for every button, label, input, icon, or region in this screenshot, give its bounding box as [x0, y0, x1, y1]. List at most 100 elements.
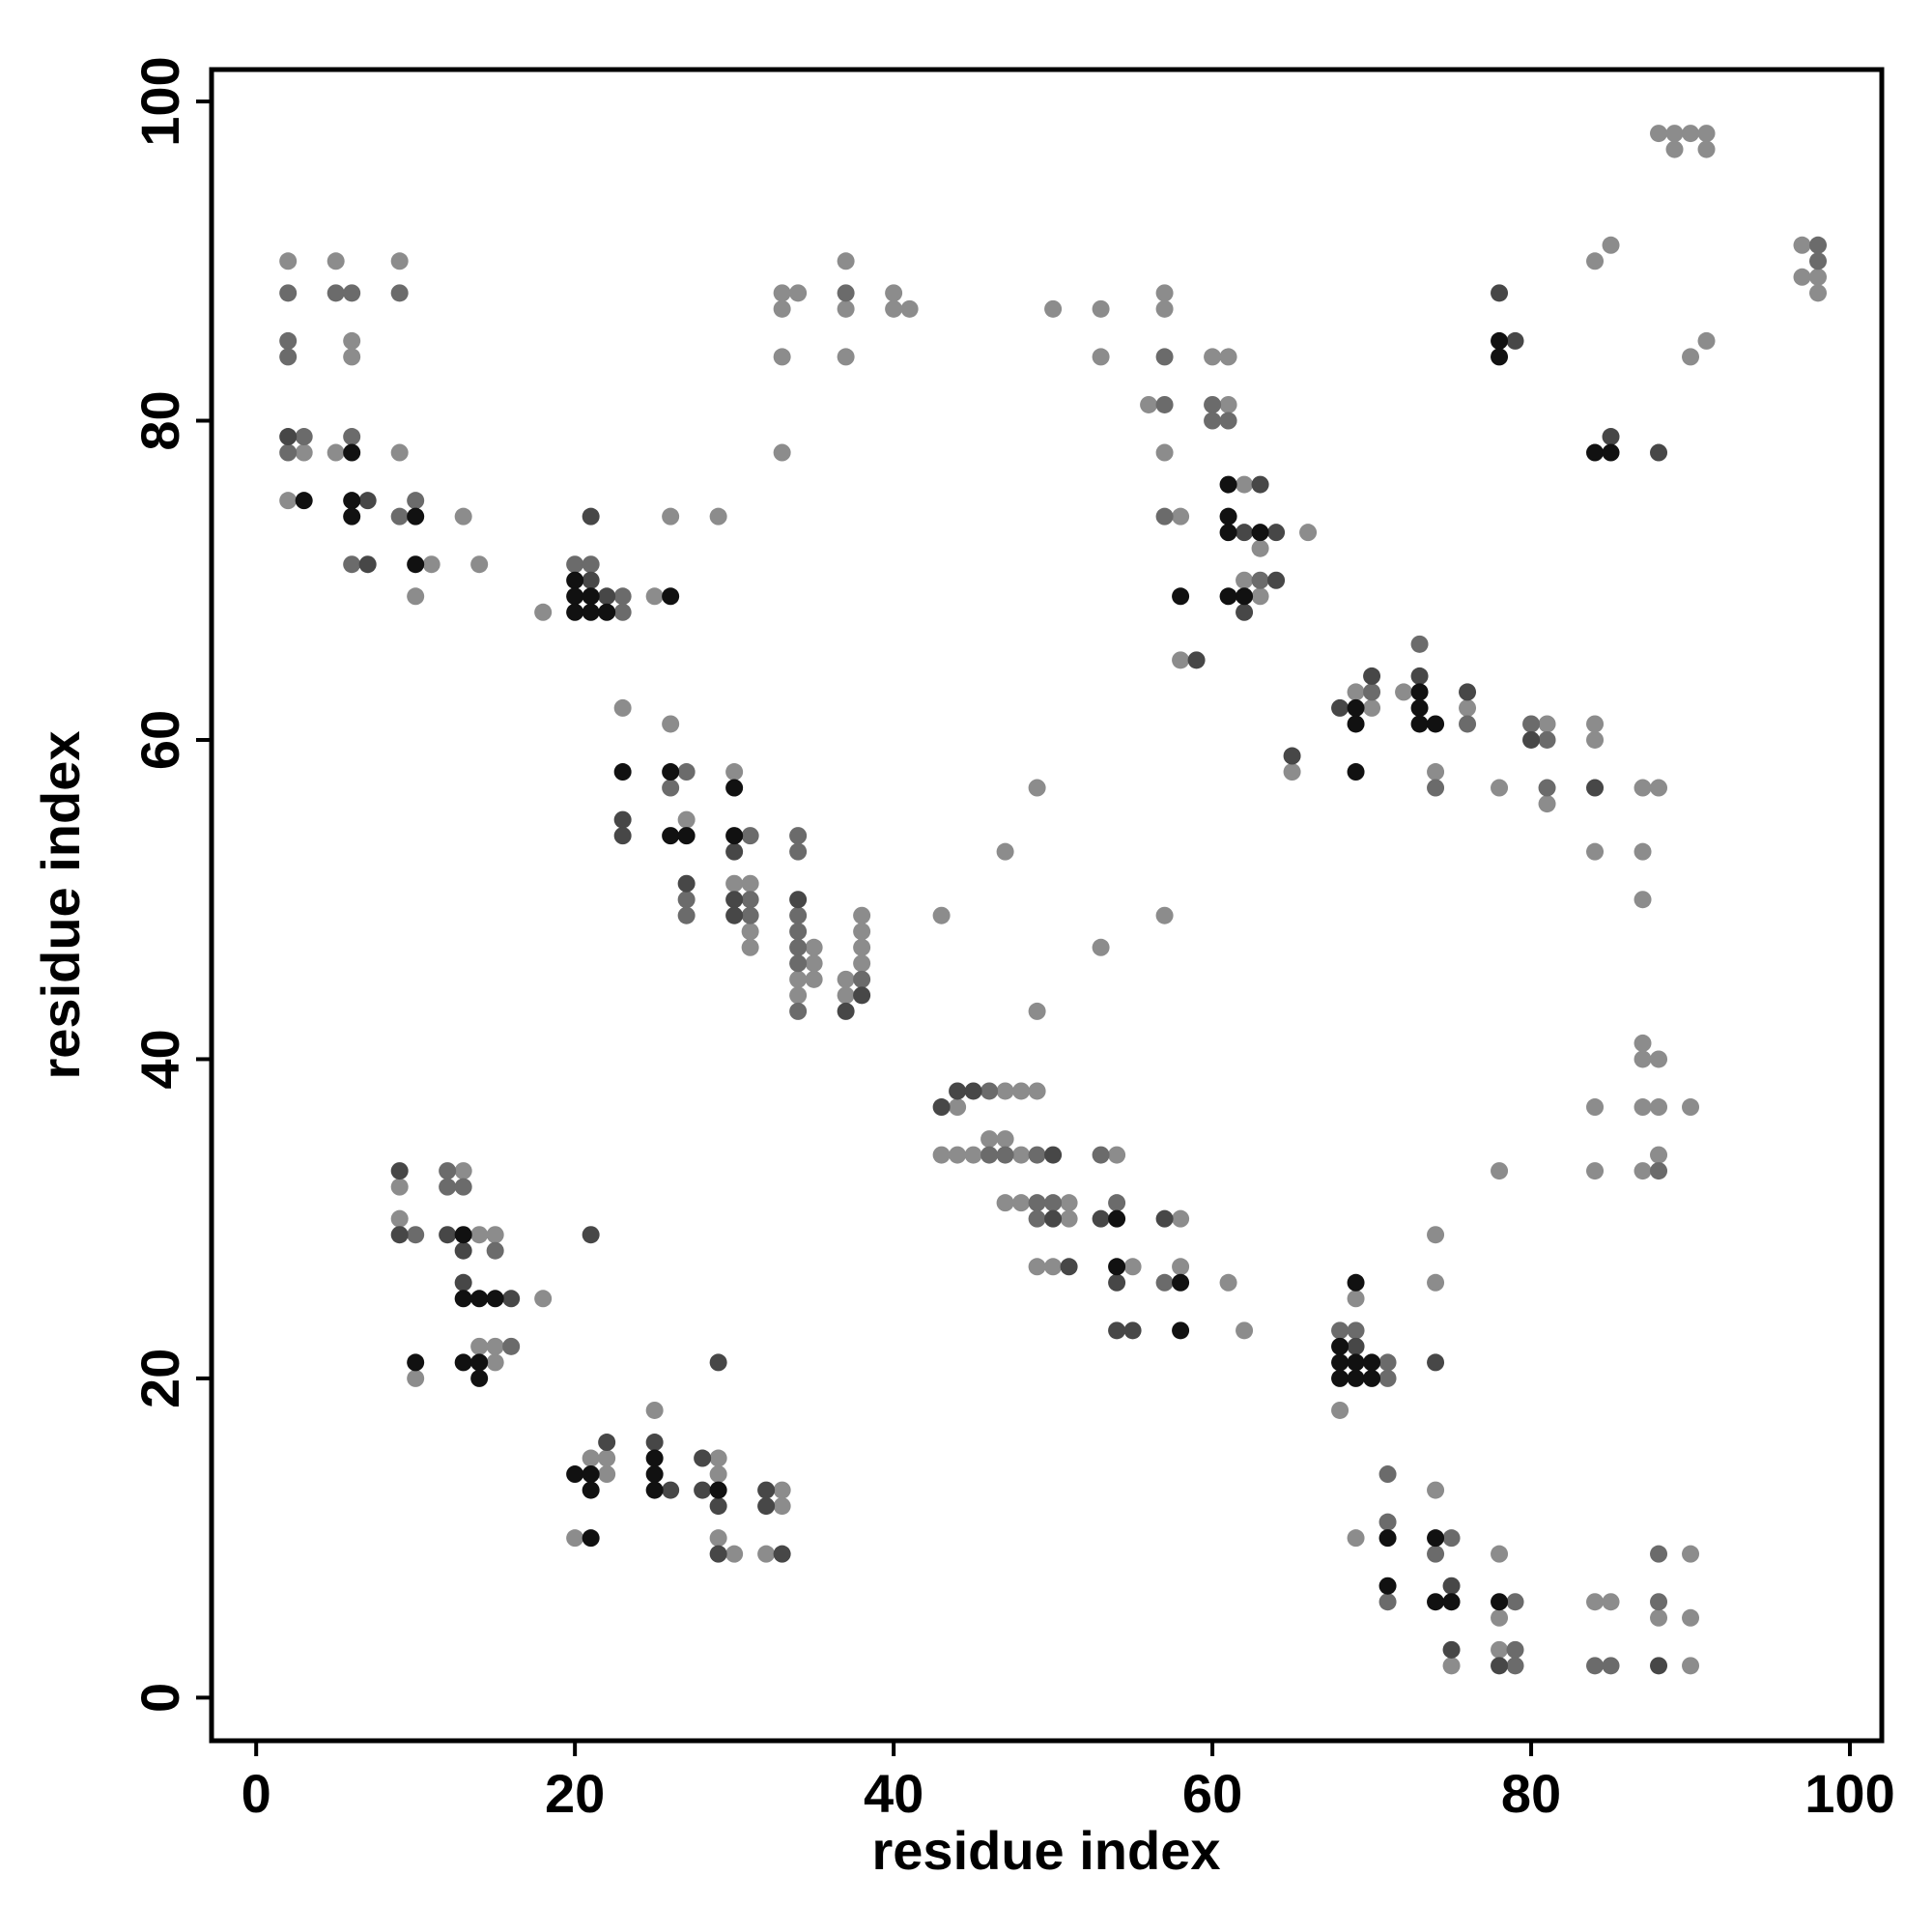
point: [1108, 1209, 1126, 1228]
point: [1347, 1369, 1365, 1387]
point: [1155, 906, 1174, 924]
point: [1427, 1593, 1445, 1611]
point: [741, 938, 759, 956]
point: [439, 1226, 457, 1244]
point: [1506, 331, 1524, 350]
point: [295, 428, 313, 446]
point: [598, 587, 616, 606]
point: [1028, 1002, 1046, 1020]
point: [645, 1401, 664, 1419]
point: [1108, 1146, 1126, 1164]
point: [390, 1162, 409, 1180]
point: [343, 331, 361, 350]
point: [613, 587, 632, 606]
y-tick-label: 100: [129, 56, 190, 146]
point: [1410, 698, 1429, 717]
point: [1793, 236, 1811, 254]
point: [1410, 667, 1429, 685]
point: [1809, 284, 1828, 302]
point: [949, 1082, 967, 1100]
point: [470, 1226, 489, 1244]
point: [1251, 475, 1269, 494]
point: [709, 1545, 727, 1563]
point: [1347, 715, 1365, 733]
point: [279, 492, 298, 510]
point: [566, 587, 584, 606]
point: [645, 1481, 664, 1499]
point: [1682, 348, 1700, 366]
point: [343, 507, 361, 526]
point: [773, 1545, 791, 1563]
point: [709, 1529, 727, 1548]
point: [390, 1209, 409, 1228]
point: [853, 954, 871, 973]
point: [598, 603, 616, 621]
point: [1363, 1369, 1381, 1387]
point: [1442, 1577, 1461, 1595]
point: [1028, 1258, 1046, 1276]
point: [1347, 683, 1365, 701]
point: [725, 779, 744, 797]
point: [1028, 779, 1046, 797]
point: [1650, 1146, 1668, 1164]
point: [1347, 1353, 1365, 1372]
point: [1586, 779, 1605, 797]
point: [1028, 1082, 1046, 1100]
point: [1219, 475, 1237, 494]
point: [1060, 1209, 1078, 1228]
point: [1028, 1146, 1046, 1164]
point: [1347, 1273, 1365, 1292]
point: [1092, 1209, 1110, 1228]
point: [279, 252, 298, 270]
point: [1427, 1545, 1445, 1563]
point: [1602, 428, 1620, 446]
point: [1363, 698, 1381, 717]
x-tick-label: 60: [1182, 1763, 1242, 1824]
point: [613, 698, 632, 717]
point: [1012, 1082, 1031, 1100]
point: [1331, 1369, 1350, 1387]
point: [470, 1290, 489, 1308]
point: [662, 587, 680, 606]
point: [789, 954, 808, 973]
point: [470, 1337, 489, 1355]
point: [1650, 1098, 1668, 1117]
point: [741, 906, 759, 924]
point: [1650, 779, 1668, 797]
point: [279, 284, 298, 302]
point: [1092, 348, 1110, 366]
y-axis-label: residue index: [30, 730, 91, 1079]
point: [1586, 1593, 1605, 1611]
point: [1204, 348, 1222, 366]
point: [1236, 524, 1254, 542]
point: [1697, 140, 1716, 158]
point: [1682, 1657, 1700, 1675]
point: [1172, 1321, 1190, 1340]
point: [725, 1545, 744, 1563]
point: [725, 763, 744, 781]
y-tick-label: 20: [129, 1349, 190, 1408]
point: [1442, 1657, 1461, 1675]
point: [709, 1449, 727, 1467]
point: [757, 1497, 776, 1516]
point: [439, 1162, 457, 1180]
point: [725, 906, 744, 924]
point: [1219, 587, 1237, 606]
point: [1331, 1353, 1350, 1372]
point: [1363, 667, 1381, 685]
point: [1602, 1657, 1620, 1675]
point: [1459, 715, 1477, 733]
point: [1586, 715, 1605, 733]
point: [1586, 252, 1605, 270]
point: [1491, 1593, 1509, 1611]
point: [1172, 1258, 1190, 1276]
point: [566, 603, 584, 621]
point: [645, 1449, 664, 1467]
point: [709, 1465, 727, 1484]
point: [1236, 1321, 1254, 1340]
point: [1506, 1640, 1524, 1659]
point: [677, 827, 696, 845]
point: [662, 763, 680, 781]
